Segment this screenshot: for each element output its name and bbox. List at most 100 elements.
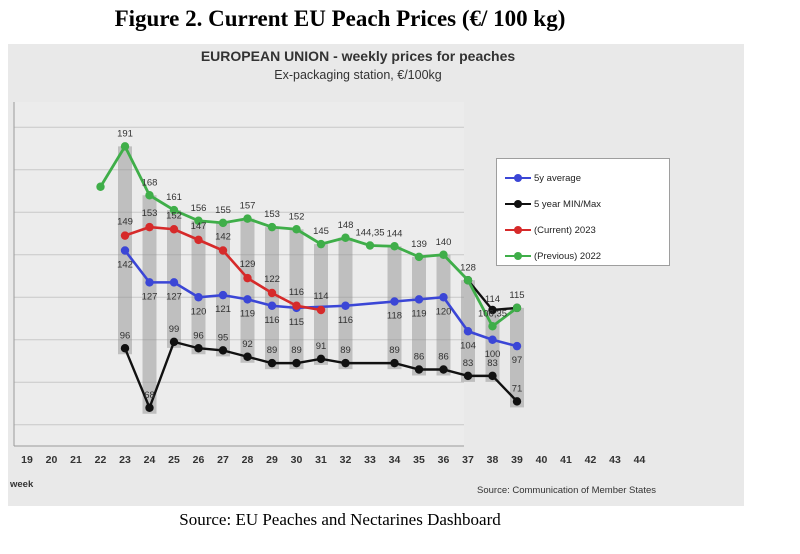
x-tick-label: 32 [340,454,352,466]
previous-2022-series-point [194,216,203,225]
min-label: 99 [169,324,180,335]
min-label: 71 [512,383,523,394]
current-2023-label: 152 [166,210,182,221]
avg-5y-label: 97 [512,355,523,366]
x-tick-label: 41 [560,454,572,466]
avg-5y-label: 100 [485,349,501,360]
avg-5y-series-point [390,297,399,306]
min-label: 86 [438,352,449,363]
current-2023-label: 147 [191,221,207,232]
min-series-line [123,340,518,412]
x-tick-label: 38 [487,454,499,466]
max-series-point [488,305,497,315]
min-series-point [390,358,399,368]
x-tick-label: 29 [266,454,278,466]
min-series-point [120,344,130,353]
avg-5y-series-point [512,341,522,351]
previous-2022-series-point [463,276,473,285]
min-series-point [169,337,179,347]
x-tick-label: 40 [536,454,548,466]
min-series-point [243,352,252,361]
x-tick-label: 35 [413,454,425,466]
previous-2022-series-point [390,242,399,251]
figure-title: Figure 2. Current EU Peach Prices (€/ 10… [114,6,566,31]
footer-source: Source: EU Peaches and Nectarines Dashbo… [179,510,501,529]
avg-5y-series-point [414,295,424,304]
x-tick-label: 21 [70,454,82,466]
previous-2022-label: 191 [117,128,133,139]
min-series-point [194,344,203,353]
previous-2022-series-point [145,191,154,200]
min-label: 89 [389,345,400,356]
current-2023-series-point [120,231,130,240]
min-series-point [267,358,277,368]
min-series-point [341,358,350,368]
min-series-point [218,346,228,355]
avg-5y-label: 115 [289,317,304,328]
grid-layer [14,102,464,446]
chart-title: EUROPEAN UNION - weekly prices for peach… [200,48,516,64]
axis-layer: 19 20 21 22 23 24 25 26 27 28 29 30 31 32 33 34 35 36 37 38… [13,102,645,466]
previous-2022-series-point [439,250,448,259]
previous-2022-label: 155 [215,205,231,216]
legend-item: 5y average [505,165,669,191]
range-band [314,244,328,365]
line-chart: 19 20 21 22 23 24 25 26 27 28 29 30 31 32 33 34 35 36 37 38… [13,102,645,466]
min-label: 89 [267,345,278,356]
avg-5y-series-point [145,278,154,287]
previous-2022-series-point [267,222,277,232]
range-band [265,227,279,370]
min-series-point [488,371,497,381]
avg-5y-label: 142 [117,260,133,271]
avg-5y-label: 127 [142,291,158,302]
range-band [191,220,206,355]
previous-2022-label: 115 [509,290,524,301]
min-label: 96 [193,330,204,341]
current-2023-series-point [145,222,154,232]
legend-item: (Previous) 2022 [505,243,669,269]
avg-5y-series-point [243,295,252,304]
previous-2022-series-point [316,239,326,249]
current-2023-series-point [316,305,326,315]
min-label: 89 [291,345,302,356]
legend-swatch [505,173,531,183]
avg-5y-series-point [341,301,350,310]
previous-2022-series-point [414,252,424,262]
x-tick-label: 23 [119,454,131,466]
legend-swatch [505,251,531,261]
previous-2022-label: 156 [191,203,207,214]
previous-2022-label: 168 [142,177,158,188]
x-tick-label: 24 [144,454,156,466]
legend-item: 5 year MIN/Max [505,191,669,217]
previous-2022-label: 145 [313,226,329,237]
legend-label: (Previous) 2022 [534,250,602,262]
avg-5y-series-point [488,335,497,344]
previous-2022-series-point [218,218,228,228]
previous-2022-series-point [96,182,105,191]
previous-2022-label: 106,35 [478,308,507,319]
chart-panel: EUROPEAN UNION - weekly prices for peach… [8,44,744,506]
avg-5y-label: 118 [387,311,402,322]
previous-2022-label: 144 [387,228,403,239]
legend-swatch [505,225,531,235]
legend-item: (Current) 2023 [505,217,669,243]
min-series-point [292,358,301,368]
current-2023-series-point [194,235,203,245]
avg-5y-series-point [194,293,203,302]
min-label: 68 [144,390,155,401]
current-2023-series-point [169,225,179,234]
x-tick-label: 26 [193,454,205,466]
current-2023-label: 129 [240,259,256,270]
x-tick-label: 25 [168,454,180,466]
plot-area [14,102,464,446]
current-2023-label: 116 [289,287,304,298]
x-tick-label: 37 [462,454,474,466]
previous-2022-series-point [292,225,301,234]
avg-5y-series-point [463,327,473,336]
current-2023-label: 149 [117,217,133,228]
avg-5y-series-point [120,246,130,255]
x-tick-label: 31 [315,454,327,466]
min-series-point [439,365,448,374]
range-band [289,229,304,370]
